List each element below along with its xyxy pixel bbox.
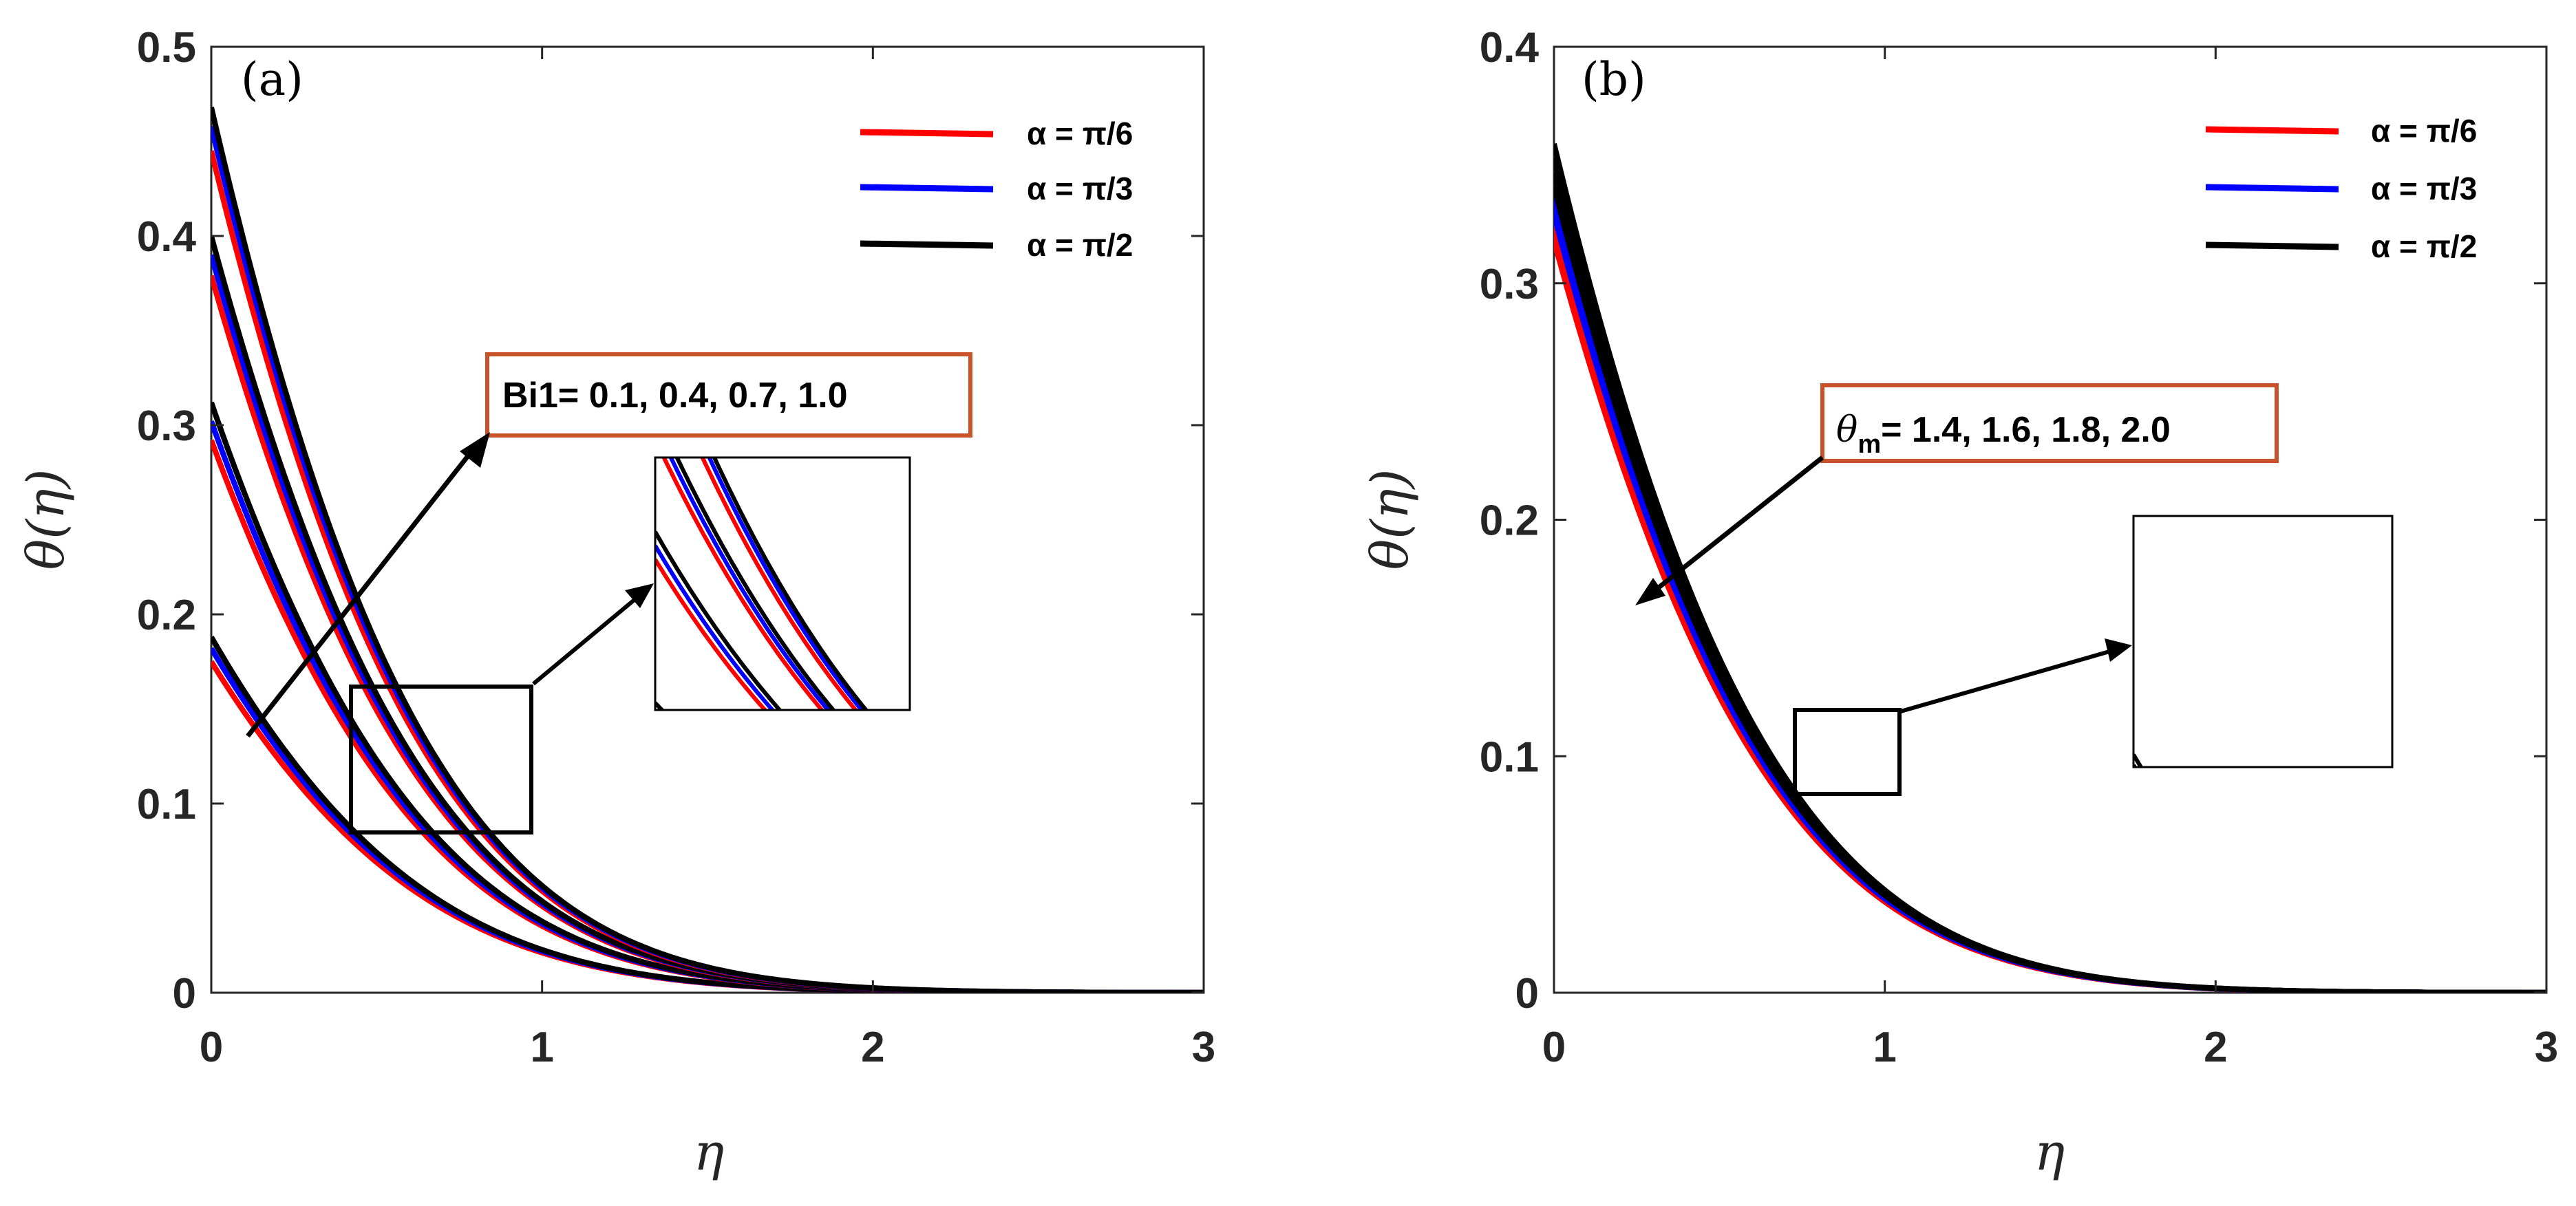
chart-0-series-11 [211, 107, 1204, 993]
chart-0-inset-series-5 [655, 530, 783, 710]
chart-0-y-tick-label-2: 0.2 [137, 592, 196, 639]
chart-0-inset-series-4 [655, 544, 776, 710]
chart-a-inset-background [655, 457, 910, 710]
chart-a-zoom-arrowhead [625, 583, 654, 608]
chart-b-inset-background [2133, 516, 2392, 767]
chart-0-y-tick-label-4: 0.4 [137, 213, 197, 261]
chart-0-inset-series-9 [700, 457, 858, 710]
chart-a-annotation-arrowhead [460, 432, 490, 468]
chart-a-legend-line-2 [860, 184, 994, 193]
chart-b-annotation-subscript: m [1858, 430, 1881, 459]
chart-a-legend-label-3: α = π/2 [1027, 227, 1133, 263]
chart-a-annotation-text: Bi1= 0.1, 0.4, 0.7, 1.0 [502, 376, 848, 416]
chart-1-y-tick-label-4: 0.4 [1480, 24, 1540, 72]
chart-b-annotation-arrow [1650, 455, 1824, 595]
chart-b-annotation-values: = 1.4, 1.6, 1.8, 2.0 [1881, 410, 2171, 450]
chart-0-x-tick-label-1: 1 [530, 1024, 553, 1071]
chart-1-series-11 [1554, 142, 2546, 993]
chart-a-legend-line-1 [860, 129, 994, 138]
chart-a-curves [211, 107, 1204, 993]
chart-0-y-tick-label-5: 0.5 [137, 24, 196, 72]
chart-a-zoom-arrow [532, 593, 641, 686]
chart-b-legend-line-1 [2205, 126, 2339, 135]
chart-0-y-tick-label-1: 0.1 [137, 781, 196, 828]
chart-b-panel-label: (b) [1582, 53, 1646, 106]
chart-1-y-tick-label-1: 0.1 [1480, 733, 1539, 781]
chart-1-x-tick-label-1: 1 [1873, 1024, 1896, 1071]
chart-1-y-tick-label-3: 0.3 [1480, 261, 1539, 308]
chart-a-inset-curves [655, 457, 869, 710]
chart-1-x-tick-label-2: 2 [2204, 1024, 2227, 1071]
chart-0-y-tick-label-3: 0.3 [137, 402, 196, 450]
chart-b-legend-label-3: α = π/2 [2371, 228, 2477, 264]
chart-a-x-axis-label: η [694, 1123, 724, 1182]
chart-a-legend: α = π/6 α = π/3 α = π/2 [860, 116, 1133, 263]
chart-b-annotation-symbol: θ [1836, 409, 1858, 451]
chart-b-annotation-text: θm= 1.4, 1.6, 1.8, 2.0 [1836, 409, 2171, 459]
chart-0-inset-series-6 [661, 457, 825, 710]
chart-b-x-axis-label: η [2034, 1123, 2065, 1182]
chart-a-legend-label-2: α = π/3 [1027, 171, 1133, 206]
chart-b-legend-label-1: α = π/6 [2371, 113, 2477, 149]
chart-a: 0 1 2 3 0 0.1 0.2 0.3 0.4 0.5 (a) η θ(η) α = π/6 … [17, 24, 1215, 1182]
chart-b-legend-label-2: α = π/3 [2371, 171, 2477, 206]
chart-a-legend-line-3 [860, 240, 994, 249]
chart-a-legend-label-1: α = π/6 [1027, 116, 1133, 151]
chart-b-y-axis-label: θ(η) [1361, 469, 1420, 570]
chart-b-curves [1554, 142, 2546, 993]
chart-b-zoom-rect [1793, 708, 1902, 796]
chart-0-x-tick-label-2: 2 [861, 1024, 884, 1071]
chart-1-y-tick-label-2: 0.2 [1480, 497, 1539, 545]
chart-b-zoom-arrow [1900, 648, 2115, 713]
chart-b-legend-line-3 [2205, 241, 2339, 250]
chart-a-annotation-box [485, 352, 972, 438]
chart-b-annotation-box [1820, 383, 2279, 463]
chart-a-panel-label: (a) [241, 53, 304, 106]
chart-0-x-tick-label-3: 3 [1192, 1024, 1215, 1071]
chart-b-inset-frame [2132, 515, 2394, 768]
chart-b-zoom-arrowhead [2105, 638, 2132, 662]
chart-a-zoom-rect [349, 685, 533, 834]
chart-0-inset-series-7 [668, 457, 831, 710]
chart-1-x-tick-label-3: 3 [2535, 1024, 2558, 1071]
chart-b-legend-line-2 [2205, 184, 2339, 193]
chart-b-annotation-arrowhead [1635, 578, 1665, 605]
chart-0-inset-series-10 [707, 457, 864, 710]
chart-1-x-tick-label-0: 0 [1542, 1024, 1566, 1071]
chart-0-x-tick-label-0: 0 [200, 1024, 223, 1071]
chart-1-y-tick-label-0: 0 [1515, 970, 1539, 1017]
chart-b-legend: α = π/6 α = π/3 α = π/2 [2205, 113, 2477, 264]
chart-0-inset-series-11 [712, 457, 869, 710]
chart-a-ticks: 0 1 2 3 0 0.1 0.2 0.3 0.4 0.5 [137, 24, 1215, 1071]
chart-a-inset-frame [654, 456, 911, 711]
chart-a-y-axis-label: θ(η) [17, 469, 76, 570]
chart-b: 0 1 2 3 0 0.1 0.2 0.3 0.4 (b) η θ(η) α = π/6 α =… [1361, 24, 2558, 1182]
chart-0-y-tick-label-0: 0 [173, 970, 196, 1017]
chart-b-ticks: 0 1 2 3 0 0.1 0.2 0.3 0.4 [1480, 24, 2558, 1071]
chart-0-inset-series-8 [674, 457, 836, 710]
chart-0-inset-series-3 [655, 558, 768, 710]
chart-a-annotation-arrow [246, 445, 477, 738]
